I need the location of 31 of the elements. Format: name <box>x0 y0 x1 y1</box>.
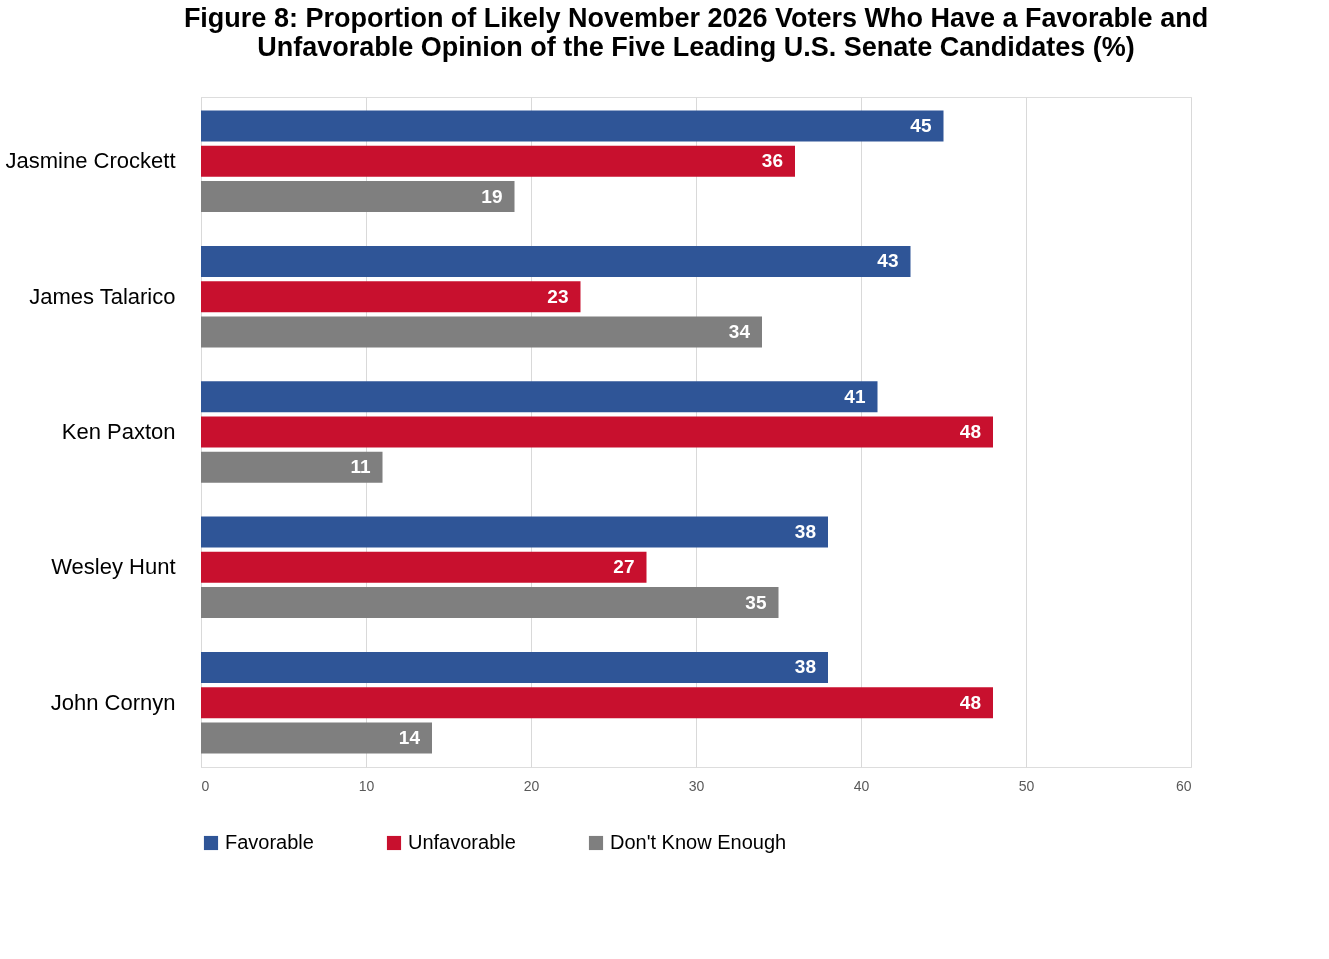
y-tick-label: James Talarico <box>29 283 176 309</box>
data-label: 23 <box>547 285 569 307</box>
data-label: 45 <box>910 115 932 137</box>
data-label: 41 <box>844 385 866 407</box>
y-tick-label: Wesley Hunt <box>51 554 176 580</box>
legend-label: Favorable <box>225 831 314 853</box>
data-label: 34 <box>728 320 751 342</box>
data-label: 48 <box>959 691 981 713</box>
x-tick-label: 20 <box>523 777 540 794</box>
y-tick-label: Jasmine Crockett <box>5 148 176 174</box>
data-label: 38 <box>794 656 816 678</box>
data-label: 19 <box>481 185 503 207</box>
legend-label: Don't Know Enough <box>610 831 787 853</box>
data-label: 38 <box>794 521 816 543</box>
y-tick-label: John Cornyn <box>50 689 176 715</box>
x-tick-label: 30 <box>688 777 705 794</box>
data-label: 27 <box>613 556 635 578</box>
chart-title: Figure 8: Proportion of Likely November 2026 Voters Who Have a Favorable and Unfavorable Opinion of the Five Leading U.S. Senate Candidates (%) <box>183 3 1209 62</box>
data-label: 11 <box>350 456 371 478</box>
data-label: 36 <box>761 150 783 172</box>
data-label: 35 <box>745 591 767 613</box>
data-label: 43 <box>877 250 899 272</box>
x-tick-label: 50 <box>1018 777 1035 794</box>
x-tick-label: 40 <box>853 777 870 794</box>
data-label: 48 <box>959 421 981 442</box>
legend-label: Unfavorable <box>408 831 516 853</box>
x-tick-label: 10 <box>358 777 375 794</box>
x-tick-label: 0 <box>201 777 210 794</box>
y-tick-label: Ken Paxton <box>61 419 176 444</box>
x-tick-label: 60 <box>1175 777 1192 794</box>
data-label: 14 <box>398 726 421 748</box>
